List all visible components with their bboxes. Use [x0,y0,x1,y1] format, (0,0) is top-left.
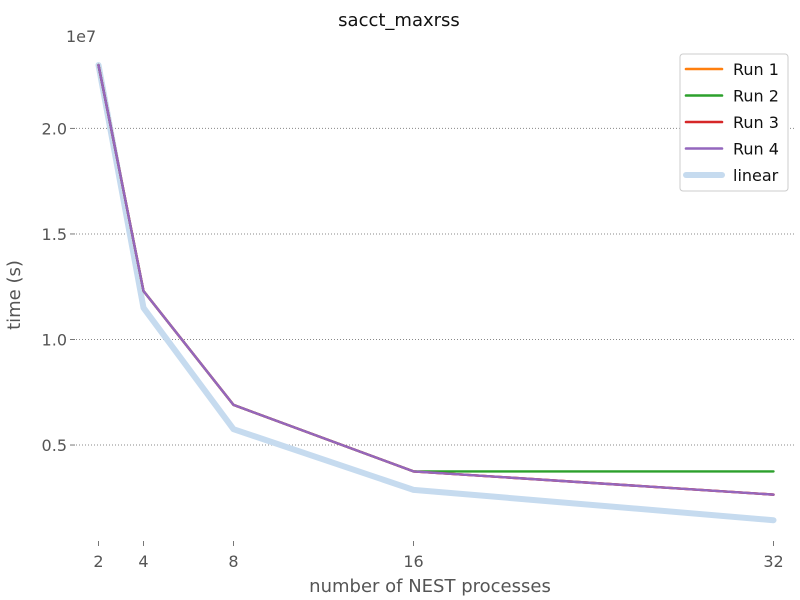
legend-frame [679,53,789,192]
x-axis-ticks: 2 4 8 16 32 [93,541,784,571]
gridlines [76,127,796,446]
series-line-run-1 [97,63,775,496]
y-tick-label: 0.5 [42,436,67,455]
y-axis-ticks: 0.5 1.0 1.5 2.0 [42,119,75,455]
series-line-run-2 [97,63,775,473]
chart-title: sacct_maxrss [338,10,460,31]
legend-label: Run 4 [733,140,779,159]
plot-series [95,62,777,524]
legend-label: Run 2 [733,87,779,106]
series-line-run-4 [97,63,775,496]
x-axis-label: number of NEST processes [309,576,551,597]
y-tick-label: 1.5 [42,225,67,244]
x-tick-label: 8 [228,552,238,571]
x-tick-label: 16 [403,552,423,571]
legend-label: Run 3 [733,113,779,132]
y-tick-label: 2.0 [42,119,67,138]
x-tick-label: 32 [763,552,783,571]
series-line-linear [95,62,777,524]
legend-label: linear [733,166,779,185]
legend: Run 1 Run 2 Run 3 Run 4 linear [679,53,789,192]
legend-label: Run 1 [733,60,779,79]
series-line-run-3 [97,63,775,496]
y-offset-label: 1e7 [66,27,96,46]
x-tick-label: 2 [93,552,103,571]
y-axis-label: time (s) [4,260,25,330]
x-tick-label: 4 [138,552,148,571]
y-tick-label: 1.0 [42,330,67,349]
